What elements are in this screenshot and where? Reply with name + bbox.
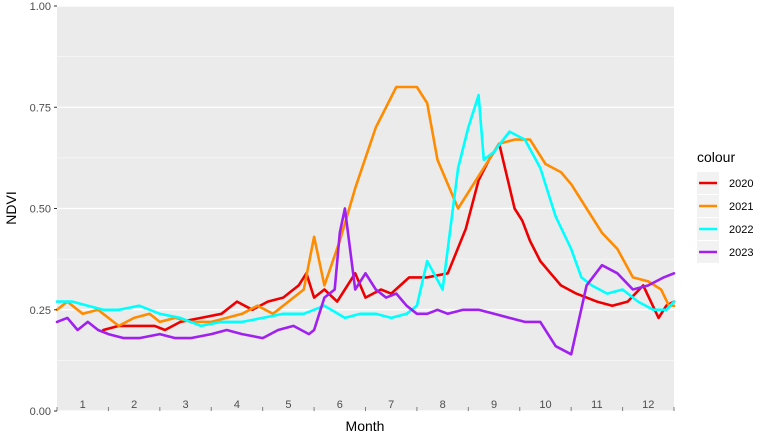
series-lines [55,85,676,356]
month-label: 2 [131,399,137,411]
series-line-2021 [55,85,676,328]
legend-label-2022: 2022 [729,224,753,236]
month-separators [56,407,675,411]
month-label: 4 [234,399,240,411]
month-label: 10 [539,399,551,411]
month-label: 9 [491,399,497,411]
major-gridlines [57,5,674,412]
month-label: 6 [337,399,343,411]
month-label: 3 [182,399,188,411]
month-label: 1 [80,399,86,411]
x-axis-title: Month [346,418,385,434]
y-tick-label: 0.75 [30,102,51,114]
legend-label-2021: 2021 [729,201,753,213]
legend-label-2020: 2020 [729,178,753,190]
legend: 2020 2021 2022 2023 [697,172,753,263]
series-line-2022 [55,93,676,328]
month-label: 11 [591,399,602,411]
month-labels: 1 2 3 4 5 6 7 8 9 10 11 12 [80,399,655,411]
y-tick-label: 0.00 [30,406,51,418]
y-tick-label: 1.00 [30,1,51,13]
y-axis-ticks: 0.00 0.25 0.50 0.75 1.00 [30,1,57,418]
month-label: 7 [388,399,394,411]
y-tick-label: 0.25 [30,305,51,317]
month-label: 8 [440,399,446,411]
month-label: 5 [285,399,291,411]
series-line-2023 [55,207,676,356]
month-label: 12 [642,399,654,411]
legend-label-2023: 2023 [729,247,753,259]
y-axis-title: NDVI [3,191,19,224]
legend-title: colour [697,149,735,165]
y-tick-label: 0.50 [30,204,51,216]
series-line-2020 [102,142,676,332]
